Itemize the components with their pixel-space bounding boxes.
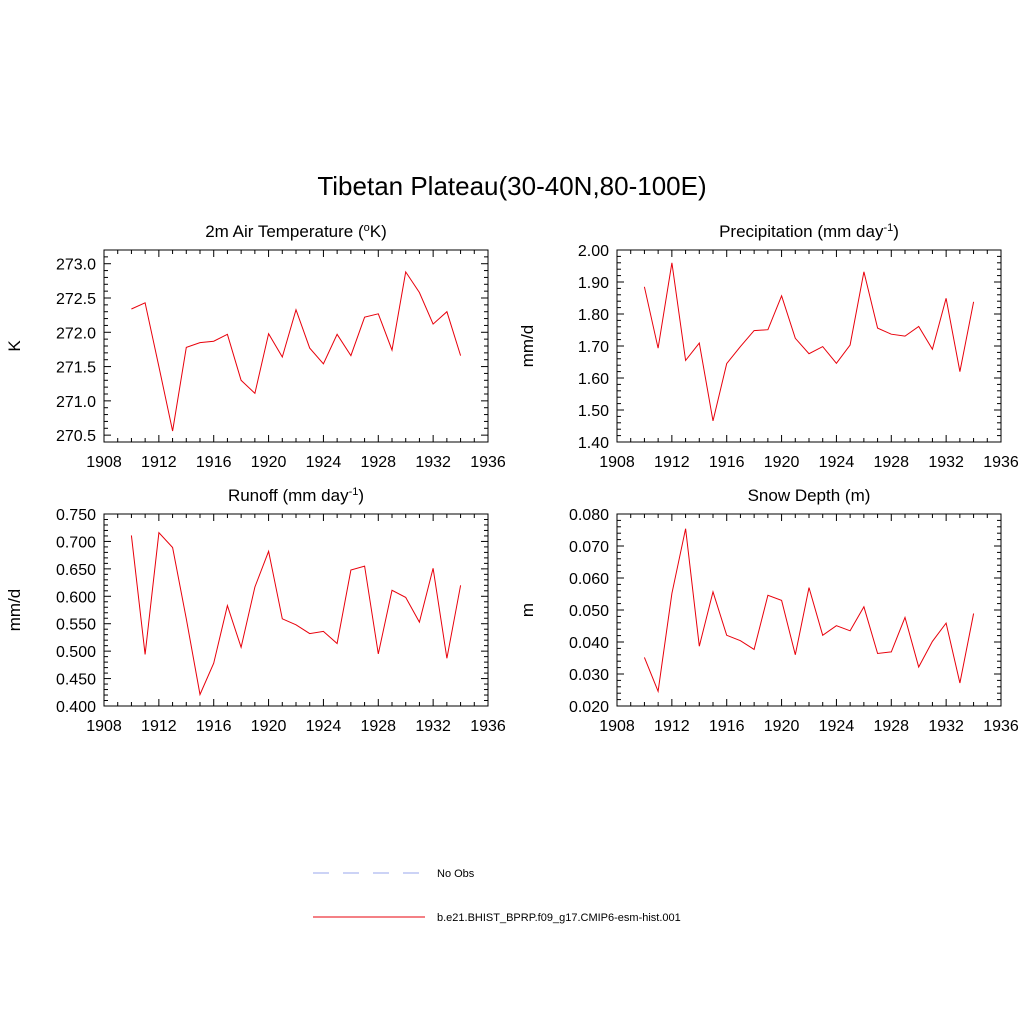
y-tick-label: 0.400: [56, 699, 96, 716]
x-tick-label: 1920: [251, 454, 287, 471]
x-tick-label: 1932: [928, 718, 964, 735]
x-tick-label: 1936: [983, 718, 1019, 735]
x-tick-label: 1908: [599, 454, 635, 471]
y-tick-label: 1.40: [578, 435, 609, 452]
y-tick-label: 0.030: [569, 667, 609, 684]
x-tick-label: 1916: [196, 718, 232, 735]
y-tick-label: 0.500: [56, 644, 96, 661]
x-tick-label: 1936: [470, 454, 506, 471]
y-tick-label: 271.5: [56, 360, 96, 377]
panel-title: Runoff (mm day-1): [228, 486, 364, 505]
panel-title: 2m Air Temperature (oK): [205, 222, 387, 241]
x-tick-label: 1924: [306, 718, 342, 735]
y-tick-label: 0.600: [56, 589, 96, 606]
panel-title: Precipitation (mm day-1): [719, 222, 899, 241]
series-line: [643, 528, 975, 694]
y-tick-label: 0.450: [56, 672, 96, 689]
legend-label-2: b.e21.BHIST_BPRP.f09_g17.CMIP6-esm-hist.…: [437, 912, 681, 924]
figure-title: Tibetan Plateau(30-40N,80-100E): [317, 171, 706, 201]
series-line: [131, 270, 462, 432]
y-tick-label: 273.0: [56, 257, 96, 274]
panel-4: Snow Depth (m) m 1908 1912 1916 1920 1924 1928 1…: [518, 486, 1019, 735]
y-tick-label: 0.070: [569, 539, 609, 556]
y-axis-label: mm/d: [5, 589, 24, 632]
y-tick-label: 272.5: [56, 291, 96, 308]
y-axis-label: K: [5, 340, 24, 352]
y-tick-label: 0.650: [56, 562, 96, 579]
x-tick-label: 1916: [196, 454, 232, 471]
x-tick-label: 1908: [86, 718, 122, 735]
x-tick-label: 1920: [764, 454, 800, 471]
y-tick-label: 0.550: [56, 617, 96, 634]
x-tick-label: 1920: [251, 718, 287, 735]
y-tick-label: 0.750: [56, 507, 96, 524]
y-tick-label: 1.60: [578, 371, 609, 388]
x-tick-label: 1936: [983, 454, 1019, 471]
y-tick-label: 0.700: [56, 534, 96, 551]
x-tick-label: 1924: [819, 718, 855, 735]
x-tick-label: 1916: [709, 454, 745, 471]
y-tick-label: 0.080: [569, 507, 609, 524]
panel-1: 2m Air Temperature (oK) K 1908 1912 1916 1920…: [5, 222, 506, 471]
y-axis-label: m: [518, 603, 537, 617]
panel-title: Snow Depth (m): [748, 486, 871, 505]
x-tick-label: 1916: [709, 718, 745, 735]
y-tick-label: 1.80: [578, 307, 609, 324]
x-tick-label: 1912: [141, 454, 177, 471]
x-tick-label: 1924: [306, 454, 342, 471]
plot-frame: [616, 513, 1002, 707]
plot-frame: [103, 249, 489, 443]
x-tick-label: 1928: [873, 454, 909, 471]
x-tick-label: 1912: [141, 718, 177, 735]
legend-label-1: No Obs: [437, 868, 475, 880]
panel-2: Precipitation (mm day-1) mm/d 1908 1912 1916…: [518, 222, 1019, 471]
panel-3: Runoff (mm day-1) mm/d 1908 1912 1916 1920 192…: [5, 486, 506, 735]
x-tick-label: 1928: [360, 454, 396, 471]
legend: No Obs b.e21.BHIST_BPRP.f09_g17.CMIP6-esm…: [313, 868, 681, 924]
chart-panels: 2m Air Temperature (oK) K 1908 1912 1916 1920…: [5, 222, 1019, 735]
y-axis-label: mm/d: [518, 325, 537, 368]
x-tick-label: 1924: [819, 454, 855, 471]
x-tick-label: 1912: [654, 718, 690, 735]
y-tick-label: 1.70: [578, 339, 609, 356]
x-tick-label: 1928: [873, 718, 909, 735]
series-line: [130, 531, 462, 697]
x-tick-label: 1932: [928, 454, 964, 471]
y-tick-label: 0.040: [569, 635, 609, 652]
x-tick-label: 1928: [360, 718, 396, 735]
x-tick-label: 1908: [599, 718, 635, 735]
x-tick-label: 1908: [86, 454, 122, 471]
series-line: [643, 262, 975, 422]
y-tick-label: 1.50: [578, 403, 609, 420]
y-tick-label: 271.0: [56, 394, 96, 411]
y-tick-label: 0.060: [569, 571, 609, 588]
x-tick-label: 1912: [654, 454, 690, 471]
y-tick-label: 0.050: [569, 603, 609, 620]
x-tick-label: 1920: [764, 718, 800, 735]
y-tick-label: 1.90: [578, 275, 609, 292]
x-tick-label: 1932: [415, 718, 451, 735]
y-tick-label: 0.020: [569, 699, 609, 716]
y-tick-label: 270.5: [56, 428, 96, 445]
x-tick-label: 1932: [415, 454, 451, 471]
plot-frame: [103, 513, 489, 707]
y-tick-label: 272.0: [56, 325, 96, 342]
y-tick-label: 2.00: [578, 243, 609, 260]
x-tick-label: 1936: [470, 718, 506, 735]
